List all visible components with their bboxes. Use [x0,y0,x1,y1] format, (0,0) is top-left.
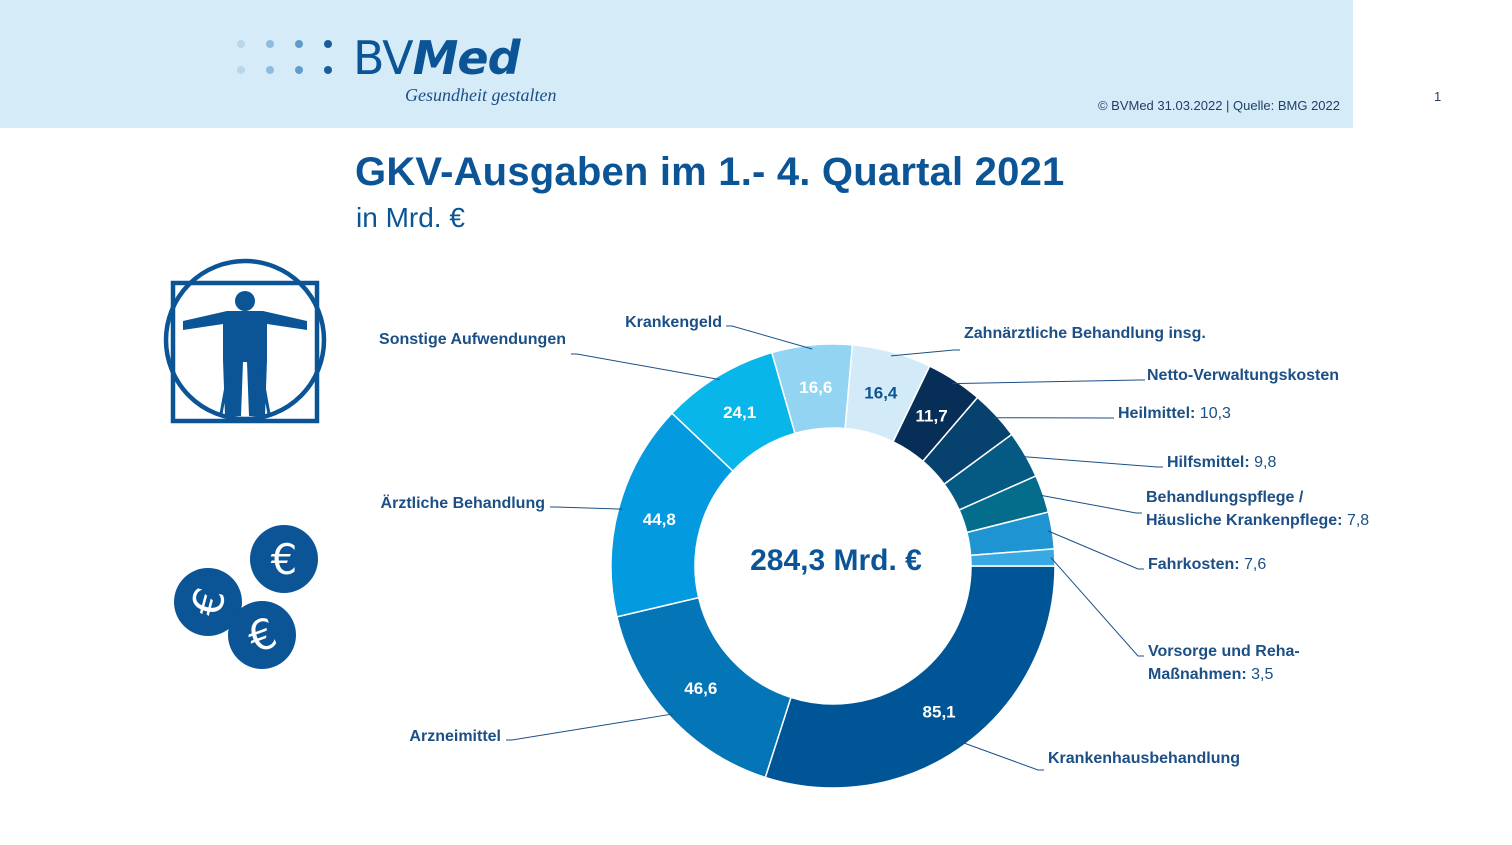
slice-value-label: 24,1 [723,403,756,422]
donut-slice [764,565,1056,789]
leader-line [550,506,623,510]
slice-value-label: 46,6 [684,679,717,698]
category-label: Krankenhausbehandlung [1048,750,1240,767]
logo-dots-icon [237,40,332,74]
leader-line [890,349,960,357]
donut-slice [969,548,1056,567]
leader-line [1021,456,1163,468]
leader-line [1047,530,1144,570]
leader-line [952,379,1145,385]
category-label: Behandlungspflege / Häusliche Krankenpfle… [1146,489,1369,529]
vitruvian-man-icon [163,258,327,424]
category-label: Ärztliche Behandlung [381,494,545,512]
category-label: Arzneimittel [409,728,501,745]
leader-line [571,353,721,381]
category-label: Heilmittel: 10,3 [1118,405,1231,422]
slice-value-label: 16,6 [799,378,832,397]
category-label: Vorsorge und Reha-Maßnahmen: 3,5 [1148,643,1300,683]
euro-coins-icon: € € € [174,525,318,669]
leader-line [1039,494,1142,514]
brand-name-part1: BV [353,31,414,85]
leader-line [726,325,813,350]
slice-value-label: 85,1 [923,702,956,721]
slice-value-label: 11,7 [916,406,948,425]
svg-text:€: € [271,535,298,584]
brand-tagline: Gesundheit gestalten [405,85,557,105]
category-label: Fahrkosten: 7,6 [1148,556,1266,573]
category-label: Sonstige Aufwendungen [379,331,566,348]
slice-value-label: 44,8 [643,510,676,529]
leader-line [961,741,1044,771]
category-label: Krankengeld [625,314,722,331]
leader-line [506,713,673,741]
leader-line [1050,557,1144,657]
chart-title: GKV-Ausgaben im 1.- 4. Quartal 2021 [355,150,1065,194]
category-label: Zahnärztliche Behandlung insg. [964,325,1206,342]
brand-logo: BVMed [353,30,521,86]
brand-name-part2: Med [412,31,521,85]
category-label: Hilfsmittel: 9,8 [1167,454,1276,471]
header-band [0,0,1353,128]
chart-subtitle: in Mrd. € [356,202,465,233]
page-number: 1 [1434,89,1442,104]
center-total-label: 284,3 Mrd. € [750,544,922,577]
copyright-source: © BVMed 31.03.2022 | Quelle: BMG 2022 [1097,98,1340,113]
category-label: Netto-Verwaltungskosten [1147,367,1339,384]
slice-value-label: 16,4 [864,383,898,402]
